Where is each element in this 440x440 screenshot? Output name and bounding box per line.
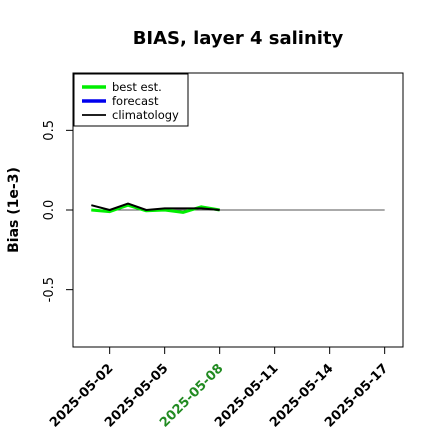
x-axis: 2025-05-022025-05-052025-05-082025-05-11…	[47, 347, 391, 431]
y-axis-label: Bias (1e-3)	[6, 167, 22, 253]
legend-label: climatology	[112, 108, 179, 122]
legend-label: forecast	[112, 94, 159, 108]
series-layer	[91, 202, 385, 214]
series-line-climatology	[91, 202, 220, 211]
y-tick-label: 0.0	[42, 200, 57, 221]
legend-label: best est.	[112, 80, 162, 94]
y-tick-label: -0.5	[42, 277, 57, 302]
y-axis: -0.5 0.0 0.5	[42, 120, 73, 302]
y-tick-label: 0.5	[42, 120, 57, 141]
chart-title: BIAS, layer 4 salinity	[133, 28, 344, 49]
